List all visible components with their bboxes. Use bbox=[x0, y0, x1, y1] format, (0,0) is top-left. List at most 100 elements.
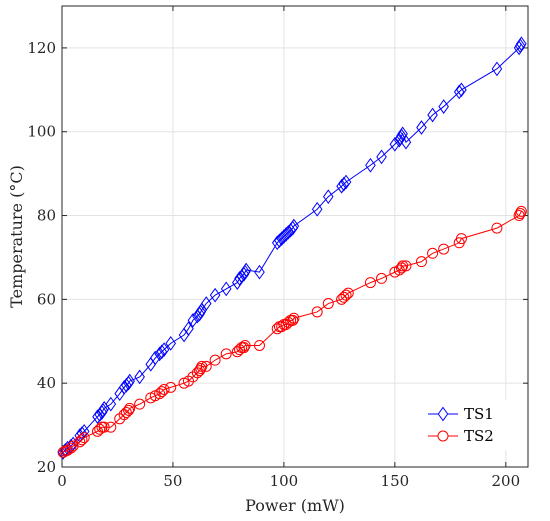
data-point bbox=[254, 264, 265, 280]
data-point bbox=[338, 176, 350, 192]
data-point bbox=[283, 224, 294, 240]
data-point bbox=[515, 205, 527, 217]
data-point bbox=[455, 233, 467, 245]
x-tick-label: 200 bbox=[491, 472, 520, 490]
data-point bbox=[427, 247, 439, 259]
axis-ticks: 0 50 100 150 200 20 40 60 80 100 120 bbox=[27, 6, 528, 490]
data-point bbox=[342, 287, 354, 299]
data-point bbox=[364, 277, 376, 289]
data-point bbox=[220, 348, 232, 360]
data-point bbox=[322, 298, 334, 310]
data-point bbox=[124, 373, 135, 389]
legend-item-ts1: TS1 bbox=[428, 405, 494, 423]
data-point bbox=[280, 227, 292, 242]
data-point bbox=[158, 342, 170, 358]
data-point bbox=[121, 377, 132, 393]
data-point bbox=[156, 344, 168, 360]
data-point bbox=[253, 339, 265, 351]
data-point bbox=[209, 287, 221, 303]
series-ts2 bbox=[57, 205, 527, 458]
data-point bbox=[183, 321, 194, 337]
data-point bbox=[311, 306, 323, 318]
data-point bbox=[158, 383, 170, 395]
y-tick-label: 60 bbox=[37, 290, 56, 308]
data-point bbox=[274, 233, 285, 249]
y-tick-label: 20 bbox=[37, 458, 56, 476]
data-point bbox=[105, 396, 117, 412]
data-point bbox=[234, 271, 245, 286]
legend-marker-diamond bbox=[437, 406, 449, 422]
series-layer bbox=[57, 36, 527, 460]
data-point bbox=[67, 440, 79, 452]
data-point bbox=[278, 229, 290, 244]
data-point bbox=[516, 36, 527, 52]
data-point bbox=[65, 442, 77, 454]
plot-frame bbox=[61, 5, 529, 468]
data-point bbox=[165, 336, 177, 351]
data-point bbox=[187, 312, 199, 328]
data-point bbox=[195, 363, 207, 375]
data-point bbox=[200, 360, 212, 372]
data-point bbox=[276, 231, 287, 246]
grid bbox=[61, 6, 528, 468]
data-point bbox=[416, 120, 427, 135]
data-point bbox=[336, 178, 347, 194]
data-point bbox=[288, 218, 300, 234]
data-point bbox=[154, 346, 165, 362]
data-point bbox=[134, 398, 146, 410]
data-point bbox=[389, 136, 401, 152]
data-point bbox=[124, 402, 136, 414]
data-point bbox=[491, 61, 503, 77]
data-point bbox=[393, 264, 405, 276]
data-point bbox=[240, 262, 252, 278]
x-tick-label: 100 bbox=[270, 472, 299, 490]
legend-item-ts2: TS2 bbox=[428, 427, 494, 445]
data-point bbox=[134, 369, 145, 385]
data-point bbox=[288, 312, 300, 324]
data-point bbox=[271, 235, 283, 251]
data-point bbox=[376, 272, 388, 284]
data-point bbox=[365, 157, 376, 173]
data-point bbox=[456, 82, 467, 98]
data-point bbox=[400, 260, 412, 272]
data-point bbox=[196, 360, 208, 372]
data-point bbox=[340, 289, 352, 301]
data-point bbox=[78, 432, 90, 444]
x-tick-label: 50 bbox=[163, 472, 182, 490]
legend-label: TS1 bbox=[464, 405, 494, 423]
legend-box bbox=[420, 400, 514, 450]
data-point bbox=[105, 421, 117, 433]
y-tick-label: 40 bbox=[37, 374, 56, 392]
y-axis-label: Temperature (°C) bbox=[7, 165, 26, 308]
data-point bbox=[76, 434, 88, 446]
data-point bbox=[209, 354, 221, 366]
data-point bbox=[322, 189, 334, 205]
data-point bbox=[238, 342, 250, 354]
y-tick-label: 100 bbox=[27, 123, 56, 141]
y-tick-label: 80 bbox=[37, 207, 56, 225]
data-point bbox=[98, 421, 110, 433]
data-point bbox=[400, 134, 412, 150]
data-point bbox=[397, 260, 409, 272]
data-point bbox=[311, 201, 323, 217]
data-point bbox=[427, 107, 438, 123]
data-point bbox=[415, 256, 427, 268]
series-ts1 bbox=[57, 36, 527, 460]
data-point bbox=[514, 207, 526, 219]
data-point bbox=[156, 386, 168, 398]
data-point bbox=[200, 296, 212, 311]
data-point bbox=[123, 404, 135, 416]
y-tick-label: 120 bbox=[27, 39, 56, 57]
data-point bbox=[438, 243, 450, 255]
data-point bbox=[340, 174, 352, 190]
data-point bbox=[285, 222, 296, 238]
data-point bbox=[62, 444, 74, 456]
data-point bbox=[120, 407, 132, 419]
series-line-ts1 bbox=[62, 43, 522, 453]
x-tick-label: 0 bbox=[57, 472, 67, 490]
x-tick-label: 150 bbox=[381, 472, 410, 490]
data-point bbox=[376, 149, 387, 165]
data-point bbox=[491, 222, 503, 234]
